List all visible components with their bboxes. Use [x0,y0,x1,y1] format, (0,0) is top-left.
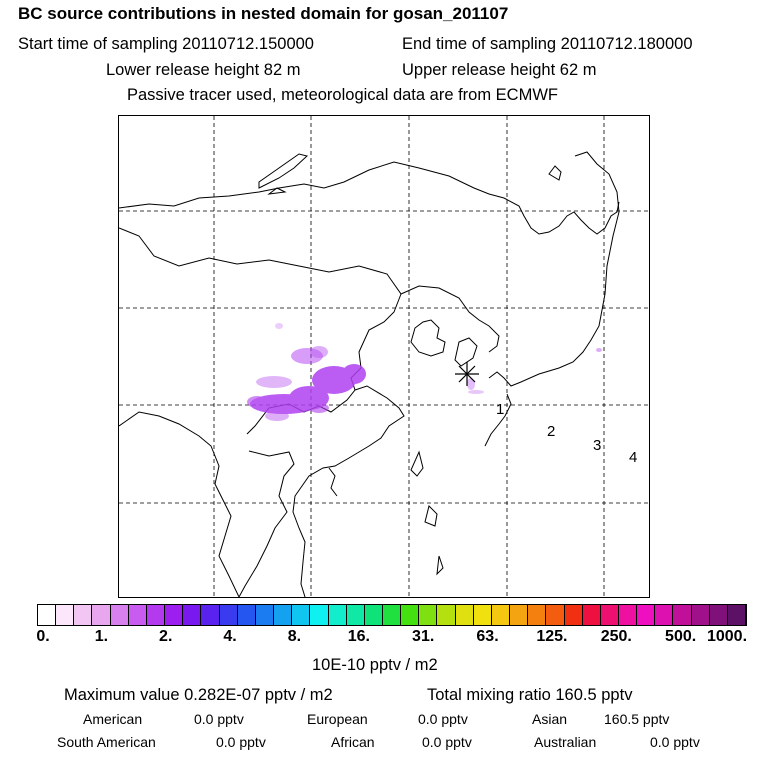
colorbar-swatch [292,605,311,625]
colorbar-swatch [727,605,747,625]
south-american-value: 0.0 pptv [216,734,266,750]
european-label: European [307,711,368,727]
colorbar-swatch [600,605,619,625]
colorbar-tick-label: 1000. [706,628,748,645]
colorbar-swatch [328,605,347,625]
european-value: 0.0 pptv [418,711,468,727]
american-value: 0.0 pptv [194,711,244,727]
plume-shading [247,323,602,421]
colorbar-swatch [146,605,166,625]
colorbar-swatch [510,605,529,625]
colorbar-tick-label: 31. [412,628,435,645]
upper-release-height: Upper release height 62 m [402,61,597,79]
colorbar-swatch [364,605,383,625]
colorbar-tick-label: 2. [159,628,173,645]
receptor-star-icon [455,362,479,386]
grid-lines [119,116,649,597]
colorbar-swatch [619,605,638,625]
colorbar-swatch [110,605,129,625]
colorbar-swatch [382,605,402,625]
asian-label: Asian [532,711,568,727]
colorbar-swatch [637,605,656,625]
map-svg: 1 2 3 4 [119,116,649,597]
colorbar-swatch [491,605,511,625]
colorbar [37,604,747,626]
colorbar-swatch [528,605,547,625]
colorbar-swatch [655,605,674,625]
colorbar-tick-label: 250. [600,628,632,645]
colorbar-swatch [673,605,692,625]
colorbar-swatch [201,605,220,625]
colorbar-swatch [473,605,492,625]
colorbar-swatch [128,605,147,625]
colorbar-swatch [455,605,474,625]
colorbar-tick-label: 125. [536,628,568,645]
colorbar-swatches [38,605,747,625]
asian-value: 160.5 pptv [604,711,670,727]
colorbar-swatch [709,605,728,625]
colorbar-swatch [401,605,420,625]
day-marker-4: 4 [629,449,637,466]
day-marker-2: 2 [547,423,555,440]
colorbar-swatch [564,605,583,625]
colorbar-tick-label: 500. [665,628,697,645]
colorbar-swatch [74,605,93,625]
colorbar-swatch [237,605,256,625]
south-american-label: South American [57,734,156,750]
colorbar-swatch [546,605,565,625]
colorbar-swatch [310,605,329,625]
colorbar-swatch [56,605,75,625]
colorbar-swatch [274,605,293,625]
lower-release-height: Lower release height 82 m [106,61,301,79]
colorbar-swatch [219,605,238,625]
map-panel: 1 2 3 4 [118,115,650,598]
colorbar-swatch [38,605,57,625]
colorbar-swatch [183,605,202,625]
colorbar-tick-label: 4. [223,628,237,645]
american-label: American [83,711,143,727]
maximum-value: Maximum value 0.282E-07 pptv / m2 [64,686,333,704]
colorbar-swatch [691,605,710,625]
total-mixing-ratio: Total mixing ratio 160.5 pptv [427,686,633,704]
colorbar-tick-label: 0. [36,628,50,645]
african-value: 0.0 pptv [422,734,472,750]
colorbar-tick-label: 1. [94,628,109,645]
colorbar-tick-label: 8. [287,628,302,645]
australian-label: Australian [534,734,597,750]
colorbar-tick-label: 16. [347,628,370,645]
colorbar-swatch [92,605,111,625]
colorbar-unit: 10E-10 pptv / m2 [312,656,438,674]
colorbar-tick-label: 63. [476,628,499,645]
start-time: Start time of sampling 20110712.150000 [18,35,314,53]
colorbar-swatch [255,605,275,625]
colorbar-swatch [419,605,438,625]
colorbar-swatch [582,605,601,625]
colorbar-swatch [346,605,365,625]
coastlines [119,151,620,597]
end-time: End time of sampling 20110712.180000 [402,35,693,53]
tracer-note: Passive tracer used, meteorological data… [127,86,558,104]
colorbar-swatch [165,605,184,625]
australian-value: 0.0 pptv [650,734,700,750]
day-marker-1: 1 [496,401,504,418]
day-marker-3: 3 [593,437,601,454]
page-title: BC source contributions in nested domain… [18,4,509,23]
african-label: African [331,734,375,750]
colorbar-swatch [437,605,456,625]
